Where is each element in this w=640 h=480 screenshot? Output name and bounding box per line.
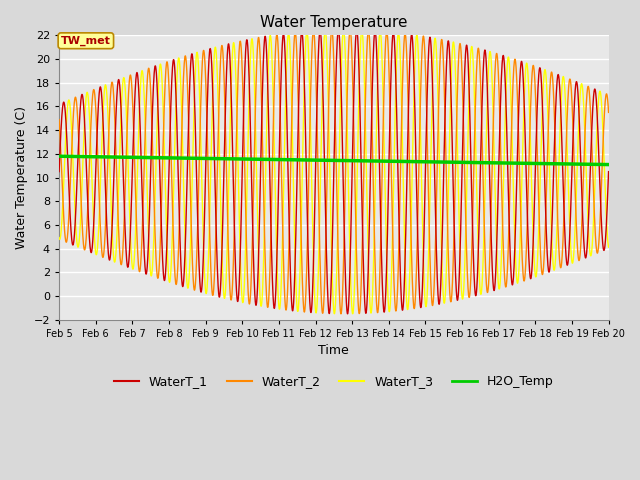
Text: TW_met: TW_met [61,36,111,46]
WaterT_1 [266,172,274,178]
WaterT_3 [266,35,274,40]
Line: WaterT_1: WaterT_1 [59,30,609,314]
WaterT_2 [605,109,612,115]
Y-axis label: Water Temperature (C): Water Temperature (C) [15,106,28,249]
WaterT_2 [150,209,158,215]
H2O_Temp [290,157,298,163]
WaterT_3 [118,96,125,102]
WaterT_3 [150,218,158,224]
WaterT_2 [595,247,602,253]
WaterT_3 [290,190,298,196]
WaterT_1 [55,169,63,175]
WaterT_1 [335,27,342,33]
WaterT_3 [349,311,356,317]
WaterT_3 [55,235,63,241]
Line: WaterT_2: WaterT_2 [59,29,609,314]
WaterT_3 [340,26,348,32]
WaterT_2 [337,311,345,317]
WaterT_3 [535,220,543,226]
H2O_Temp [594,162,602,168]
WaterT_1 [118,124,125,130]
WaterT_1 [605,169,612,175]
WaterT_1 [535,70,543,76]
WaterT_2 [266,272,274,277]
X-axis label: Time: Time [319,344,349,357]
Legend: WaterT_1, WaterT_2, WaterT_3, H2O_Temp: WaterT_1, WaterT_2, WaterT_3, H2O_Temp [109,370,559,393]
WaterT_2 [290,49,298,55]
Line: H2O_Temp: H2O_Temp [59,156,609,165]
WaterT_2 [118,260,125,266]
WaterT_2 [535,206,543,212]
WaterT_1 [290,300,298,306]
WaterT_2 [55,117,63,122]
Title: Water Temperature: Water Temperature [260,15,408,30]
H2O_Temp [55,153,63,159]
H2O_Temp [266,156,274,162]
WaterT_3 [595,103,602,109]
H2O_Temp [535,161,543,167]
H2O_Temp [605,162,612,168]
Line: WaterT_3: WaterT_3 [59,29,609,314]
WaterT_1 [595,134,602,140]
WaterT_1 [150,68,158,74]
WaterT_3 [605,244,612,250]
WaterT_1 [344,311,351,317]
H2O_Temp [150,155,158,160]
H2O_Temp [118,154,125,160]
WaterT_2 [346,26,354,32]
